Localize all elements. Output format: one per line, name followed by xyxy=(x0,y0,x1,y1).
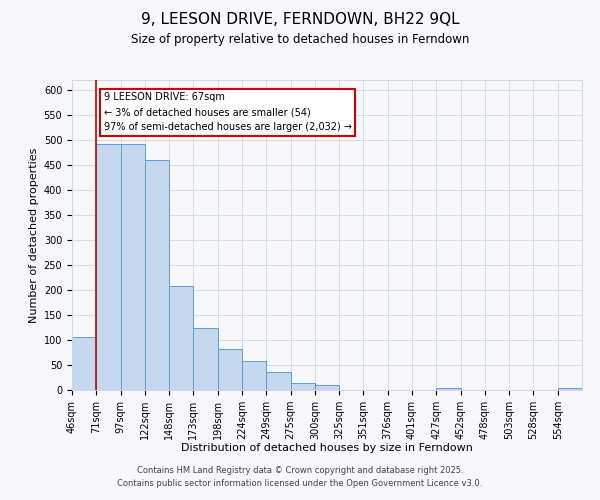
Bar xyxy=(436,388,461,390)
Bar xyxy=(242,360,266,390)
Bar xyxy=(96,144,121,390)
X-axis label: Distribution of detached houses by size in Ferndown: Distribution of detached houses by size … xyxy=(181,444,473,454)
Text: Size of property relative to detached houses in Ferndown: Size of property relative to detached ho… xyxy=(131,32,469,46)
Bar xyxy=(193,328,218,390)
Bar xyxy=(145,160,169,390)
Bar xyxy=(558,388,582,390)
Y-axis label: Number of detached properties: Number of detached properties xyxy=(29,148,40,322)
Bar xyxy=(315,384,339,390)
Text: 9, LEESON DRIVE, FERNDOWN, BH22 9QL: 9, LEESON DRIVE, FERNDOWN, BH22 9QL xyxy=(140,12,460,28)
Text: Contains HM Land Registry data © Crown copyright and database right 2025.
Contai: Contains HM Land Registry data © Crown c… xyxy=(118,466,482,487)
Bar xyxy=(218,348,242,390)
Bar xyxy=(169,286,193,390)
Bar xyxy=(72,336,96,390)
Bar xyxy=(121,144,145,390)
Bar xyxy=(290,383,315,390)
Text: 9 LEESON DRIVE: 67sqm
← 3% of detached houses are smaller (54)
97% of semi-detac: 9 LEESON DRIVE: 67sqm ← 3% of detached h… xyxy=(104,92,352,132)
Bar xyxy=(266,372,290,390)
